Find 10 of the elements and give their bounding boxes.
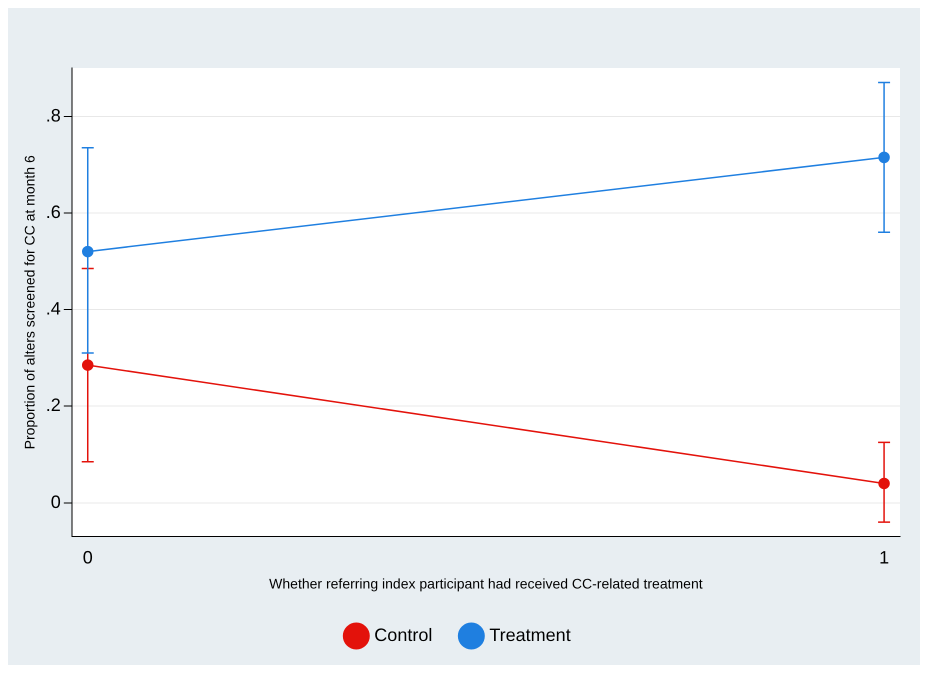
legend-label: Treatment — [489, 624, 571, 645]
y-tick-label: 0 — [50, 492, 61, 512]
x-axis-title: Whether referring index participant had received CC-related treatment — [269, 575, 703, 592]
y-tick-label: .6 — [46, 202, 61, 222]
y-tick-label: .8 — [46, 105, 61, 126]
x-tick-label: 1 — [879, 547, 890, 568]
y-axis-title: Proportion of alters screened for CC at month 6 — [21, 155, 38, 450]
y-tick-label: .2 — [46, 395, 61, 416]
y-tick-label: .4 — [46, 298, 61, 319]
legend-label: Control — [374, 624, 432, 645]
